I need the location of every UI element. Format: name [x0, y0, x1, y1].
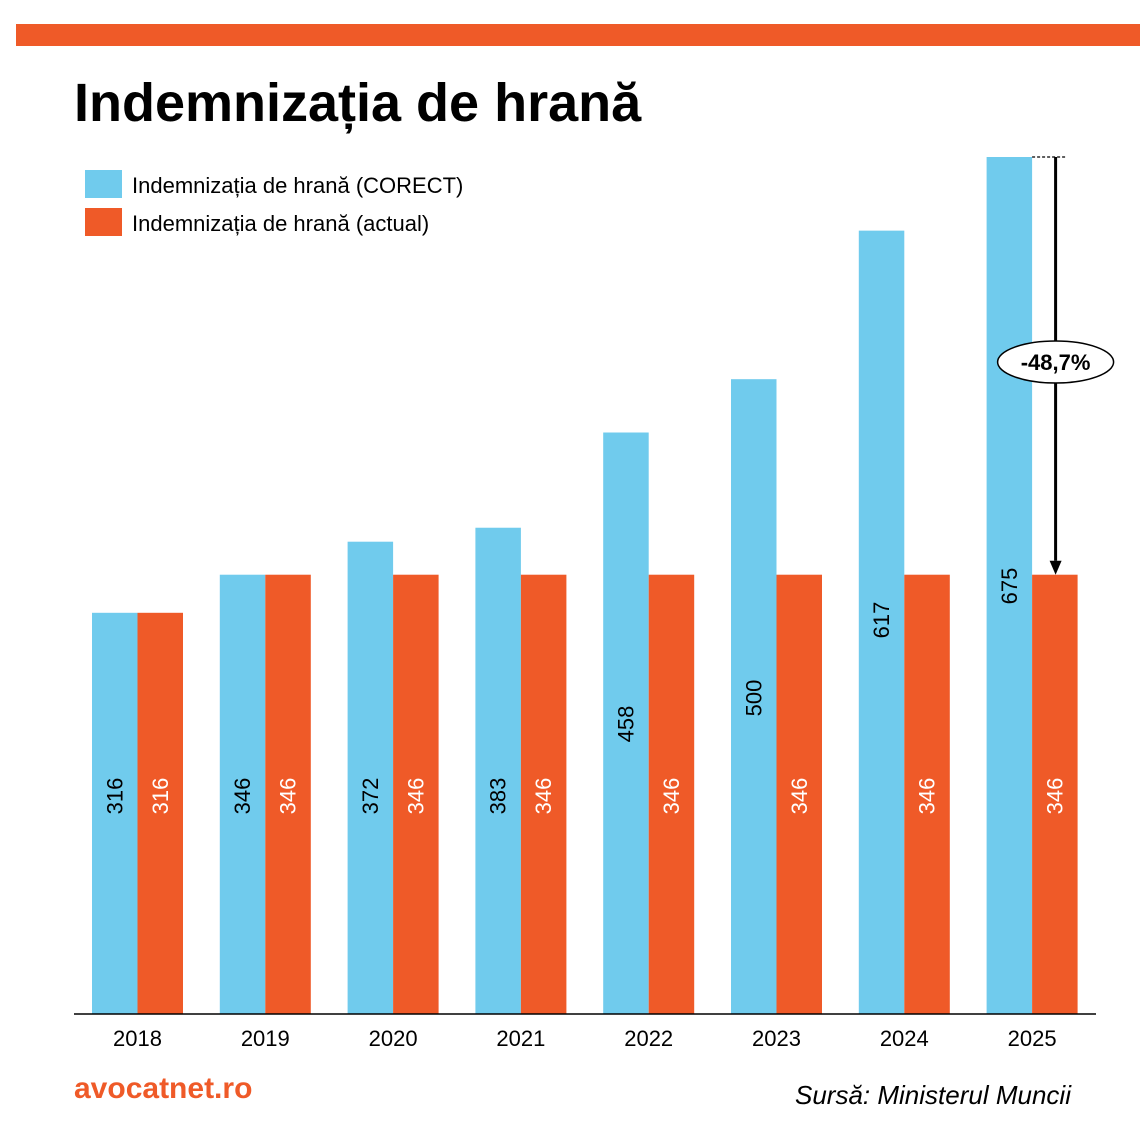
- data-label-actual-2022: 346: [659, 778, 684, 815]
- x-tick-label-2019: 2019: [241, 1026, 290, 1051]
- bar-correct-2020: [347, 541, 394, 1014]
- legend-swatch-2: [85, 208, 122, 236]
- data-label-actual-2025: 346: [1042, 778, 1067, 815]
- data-label-correct-2018: 316: [102, 778, 127, 815]
- bar-correct-2019: [219, 574, 266, 1014]
- x-tick-label-2021: 2021: [496, 1026, 545, 1051]
- bar-actual-2024: [904, 574, 950, 1014]
- top-accent-bar: [16, 24, 1140, 46]
- bar-actual-2019: [265, 574, 311, 1014]
- bar-actual-2022: [648, 574, 695, 1014]
- annotation-bubble: [996, 340, 1115, 384]
- data-label-correct-2021: 383: [486, 778, 511, 815]
- data-label-correct-2023: 500: [741, 680, 766, 717]
- chart-title: Indemnizația de hrană: [74, 73, 642, 133]
- site-logo-text: avocatnet.ro: [74, 1072, 253, 1105]
- data-label-actual-2021: 346: [531, 778, 556, 815]
- data-label-actual-2020: 346: [403, 778, 428, 815]
- bar-correct-2024: [858, 230, 905, 1014]
- x-tick-label-2018: 2018: [113, 1026, 162, 1051]
- bar-correct-2025: [986, 157, 1033, 1014]
- bar-actual-2023: [776, 574, 822, 1014]
- bar-actual-2025: [1032, 574, 1078, 1014]
- x-tick-label-2020: 2020: [369, 1026, 418, 1051]
- data-label-correct-2020: 372: [358, 778, 383, 815]
- legend-label-1: Indemnizația de hrană (CORECT): [132, 173, 463, 198]
- bar-correct-2018: [92, 612, 138, 1014]
- bar-actual-2018: [137, 612, 183, 1014]
- bar-actual-2021: [520, 574, 567, 1014]
- bar-correct-2023: [731, 379, 777, 1014]
- x-tick-label-2024: 2024: [880, 1026, 929, 1051]
- annotation-arrowhead: [1049, 560, 1062, 575]
- legend-swatch-1: [85, 170, 122, 198]
- data-label-correct-2022: 458: [613, 706, 638, 743]
- data-label-actual-2019: 346: [276, 778, 301, 815]
- x-tick-label-2023: 2023: [752, 1026, 801, 1051]
- bar-correct-2022: [603, 432, 649, 1014]
- data-label-actual-2023: 346: [787, 778, 812, 815]
- data-label-correct-2025: 675: [997, 568, 1022, 605]
- legend-label-2: Indemnizația de hrană (actual): [132, 211, 429, 236]
- source-note: Sursă: Ministerul Muncii: [795, 1080, 1071, 1110]
- x-tick-label-2025: 2025: [1008, 1026, 1057, 1051]
- bar-chart: Indemnizația de hrană (CORECT) Indemnizaț…: [74, 156, 1115, 1051]
- x-tick-label-2022: 2022: [624, 1026, 673, 1051]
- data-label-actual-2024: 346: [915, 778, 940, 815]
- annotation-text: -48,7%: [1021, 350, 1091, 375]
- bar-actual-2020: [393, 574, 439, 1014]
- bar-correct-2021: [475, 527, 521, 1014]
- data-label-correct-2019: 346: [230, 778, 255, 815]
- data-label-correct-2024: 617: [869, 602, 894, 639]
- data-label-actual-2018: 316: [148, 778, 173, 815]
